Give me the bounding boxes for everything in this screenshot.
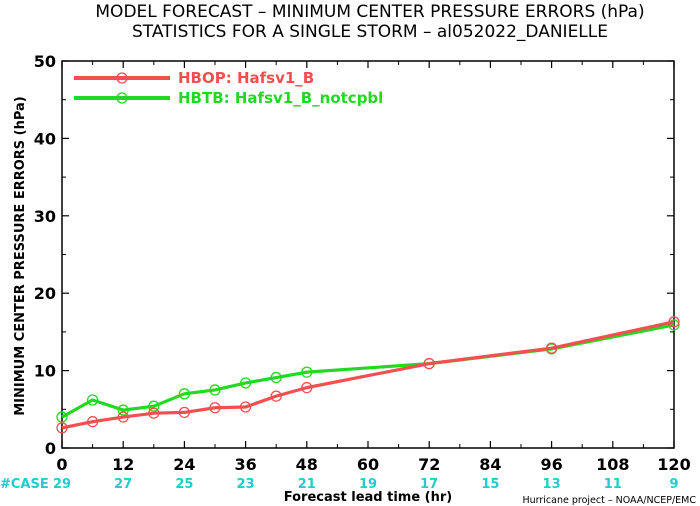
x-axis-label: Forecast lead time (hr) (284, 490, 452, 505)
chart-subtitle: STATISTICS FOR A SINGLE STORM – al052022… (132, 22, 608, 42)
data-point-hbtb (148, 400, 160, 412)
data-point-hbop (56, 422, 68, 434)
case-counts: #CASE 29 27 25 23 21 19 17 15 13 11 9 (0, 477, 679, 492)
legend-marker (116, 72, 128, 84)
data-point-hbtb (239, 377, 252, 389)
case-count-value: 27 (114, 477, 132, 492)
case-count-value: 17 (420, 477, 438, 492)
case-count-value: 23 (237, 477, 255, 492)
data-point-hbop (117, 411, 129, 423)
plot-area (61, 60, 675, 449)
data-point-hbop (270, 390, 282, 402)
y-tick-label: 10 (34, 362, 56, 381)
case-count-value: 11 (604, 477, 622, 492)
x-tick-label: 12 (112, 455, 134, 474)
data-point-hbop (86, 416, 99, 428)
data-point-hbtb (668, 319, 680, 331)
x-tick-label: 84 (479, 455, 501, 474)
x-tick-label: 0 (56, 455, 67, 474)
data-point-hbop (178, 406, 191, 419)
y-tick-label: 50 (34, 52, 56, 71)
data-point-hbtb (178, 388, 191, 400)
x-tick-label: 120 (657, 455, 690, 474)
chart-title: MODEL FORECAST – MINIMUM CENTER PRESSURE… (95, 2, 644, 22)
data-point-hbtb (209, 384, 221, 396)
y-tick-label: 30 (34, 207, 56, 226)
case-count-value: 21 (298, 477, 316, 492)
x-tick-label: 48 (296, 455, 318, 474)
case-count-value: 15 (481, 477, 499, 492)
data-point-hbtb (86, 394, 99, 406)
data-point-hbop (423, 357, 435, 370)
y-tick-label: 40 (34, 129, 56, 148)
data-point-hbop (545, 342, 558, 354)
x-tick-label: 96 (540, 455, 562, 474)
data-point-hbtb (270, 371, 282, 384)
legend-label: HBOP: Hafsv1_B (178, 69, 314, 87)
axis-ticks: 0 10 20 30 40 50 0 12 24 36 48 60 72 84 96 108 120 (34, 52, 691, 474)
case-count-value: 29 (53, 477, 71, 492)
plot-frame (61, 60, 675, 449)
data-point-hbtb (56, 411, 68, 423)
data-point-hbop (209, 402, 221, 414)
x-tick-label: 108 (596, 455, 629, 474)
credit-text: Hurricane project – NOAA/NCEP/EMC (522, 495, 696, 506)
case-count-value: 25 (175, 477, 193, 492)
data-point-hbtb (117, 404, 129, 416)
legend: HBOP: Hafsv1_B HBTB: Hafsv1_B_notcpbl (74, 69, 383, 107)
data-point-hbop (148, 407, 160, 419)
x-tick-label: 60 (357, 455, 379, 474)
case-count-label: #CASE (0, 477, 49, 492)
y-axis-label: MINIMUM CENTER PRESSURE ERRORS (hPa) (13, 96, 28, 416)
series-layer (56, 316, 680, 434)
case-count-value: 9 (669, 477, 678, 492)
data-point-hbtb (301, 366, 313, 378)
x-tick-label: 24 (173, 455, 195, 474)
data-point-hbop (301, 381, 313, 394)
case-count-value: 19 (359, 477, 377, 492)
data-point-hbop (668, 316, 680, 328)
x-tick-label: 36 (234, 455, 256, 474)
y-tick-label: 20 (34, 284, 56, 303)
data-point-hbop (239, 401, 252, 413)
x-tick-label: 72 (418, 455, 440, 474)
case-count-value: 13 (543, 477, 561, 492)
legend-marker (116, 92, 128, 104)
y-tick-label: 0 (45, 439, 56, 458)
legend-label: HBTB: Hafsv1_B_notcpbl (178, 89, 383, 107)
